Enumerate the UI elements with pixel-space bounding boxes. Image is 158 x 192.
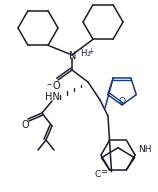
Text: HN: HN <box>45 92 59 102</box>
Text: –: – <box>47 79 52 89</box>
Text: =: = <box>100 167 107 176</box>
Text: N: N <box>69 51 77 61</box>
Text: O: O <box>118 97 125 105</box>
Text: H: H <box>80 49 86 57</box>
Text: O: O <box>21 120 29 130</box>
Text: C: C <box>94 170 101 179</box>
Text: +: + <box>87 46 93 55</box>
Text: NH: NH <box>138 145 152 154</box>
Text: 2: 2 <box>87 52 91 57</box>
Text: O: O <box>52 81 60 91</box>
